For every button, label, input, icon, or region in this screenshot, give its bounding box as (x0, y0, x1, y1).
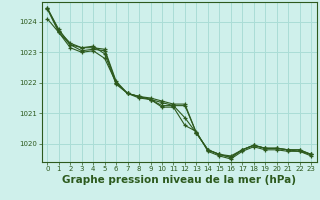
X-axis label: Graphe pression niveau de la mer (hPa): Graphe pression niveau de la mer (hPa) (62, 175, 296, 185)
